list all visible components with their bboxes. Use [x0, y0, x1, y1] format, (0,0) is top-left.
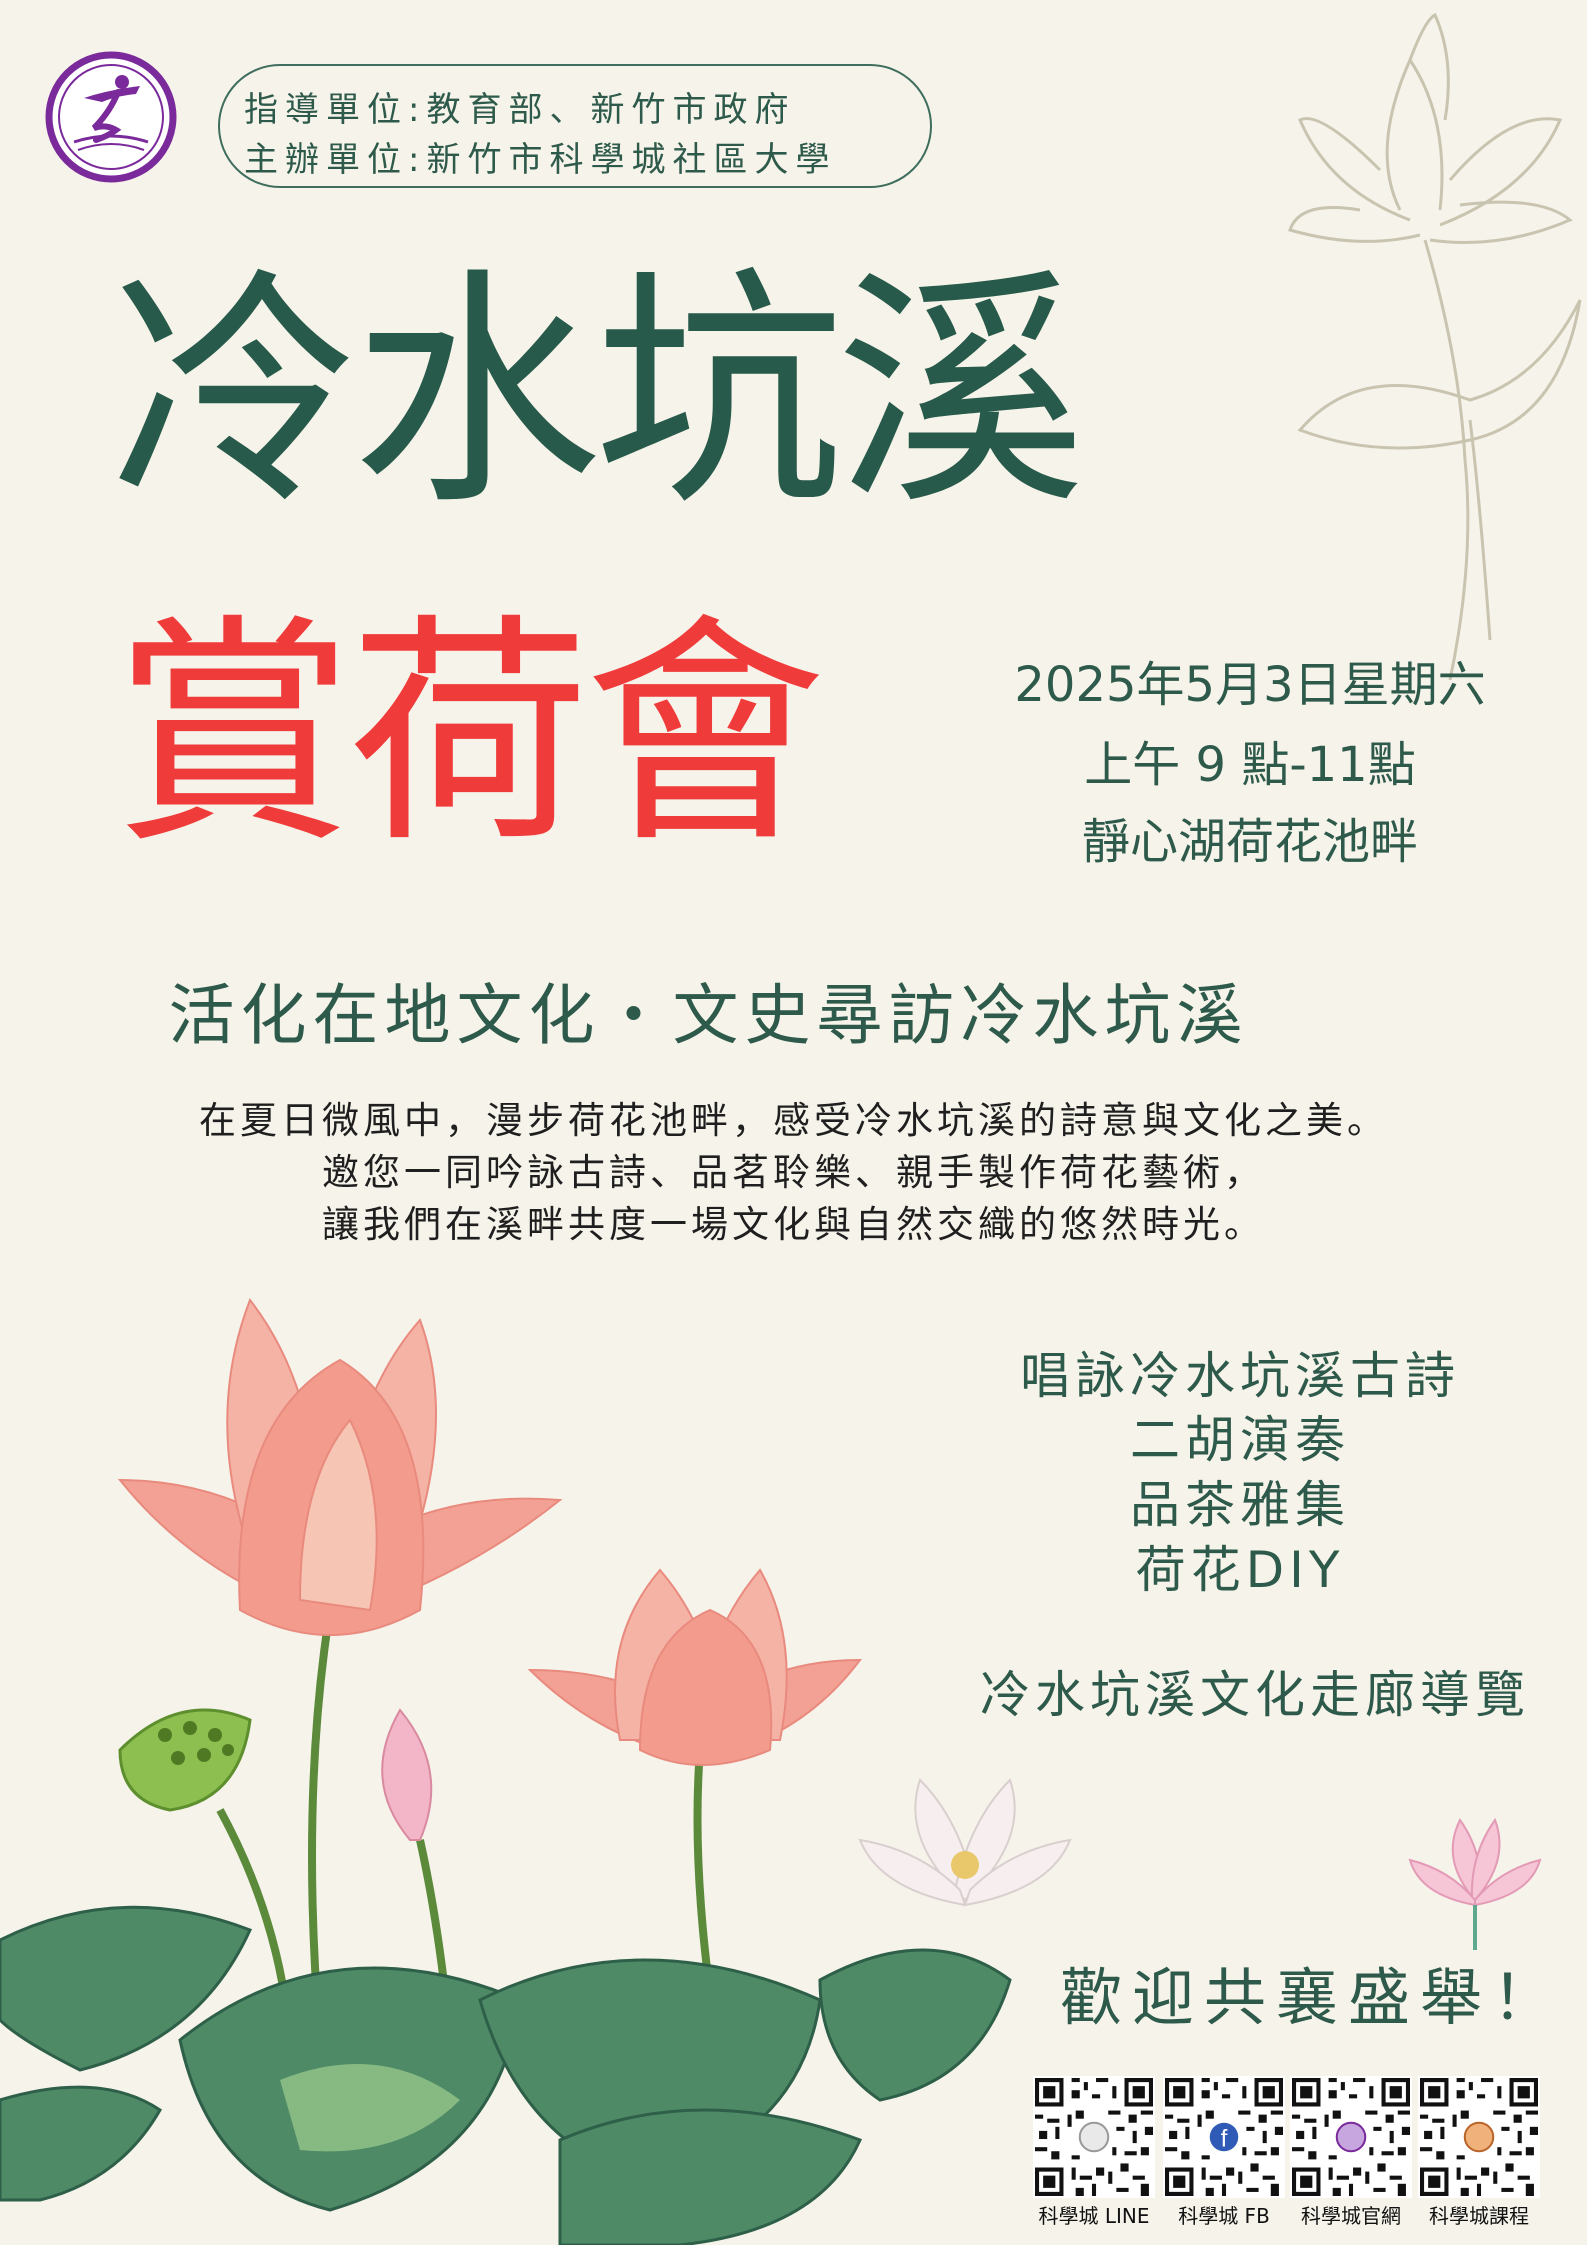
activity-item: 荷花DIY	[1135, 1541, 1345, 1599]
lotus-line-drawing	[1288, 12, 1582, 680]
event-time: 上午 9 點-11點	[1084, 737, 1416, 793]
organizer-box: 指導單位:教育部、新竹市政府 主辦單位:新竹市科學城社區大學	[218, 64, 932, 188]
qr-code-icon	[1033, 2076, 1155, 2198]
event-title: 賞荷會	[112, 594, 826, 876]
activity-item: 二胡演奏	[1130, 1411, 1350, 1469]
community-college-logo	[45, 51, 177, 183]
intro-line: 邀您一同吟詠古詩、品茗聆樂、親手製作荷花藝術，	[322, 1151, 1265, 1194]
small-lotus-icon	[1408, 1817, 1542, 1950]
qr-website[interactable]: 科學城官網	[1290, 2076, 1412, 2229]
qr-code-icon	[1290, 2076, 1412, 2198]
intro-line: 在夏日微風中，漫步荷花池畔，感受冷水坑溪的詩意與文化之美。	[199, 1099, 1388, 1142]
qr-line[interactable]: 科學城 LINE	[1033, 2076, 1155, 2229]
qr-label: 科學城 FB	[1178, 2204, 1270, 2228]
welcome-text: 歡迎共襄盛舉！	[1060, 1961, 1565, 2034]
activity-item: 品茶雅集	[1130, 1476, 1350, 1534]
qr-label: 科學城官網	[1301, 2204, 1401, 2228]
qr-facebook[interactable]: f 科學城 FB	[1163, 2076, 1285, 2229]
intro-line: 讓我們在溪畔共度一場文化與自然交織的悠然時光。	[322, 1203, 1265, 1246]
main-title: 冷水坑溪	[110, 247, 1086, 538]
activity-item: 唱詠冷水坑溪古詩	[1020, 1347, 1460, 1405]
qr-code-icon	[1418, 2076, 1540, 2198]
event-date: 2025年5月3日星期六	[1014, 657, 1486, 713]
svg-text:f: f	[1221, 2125, 1228, 2152]
subtitle: 活化在地文化・文史尋訪冷水坑溪	[168, 977, 1249, 1054]
qr-code-icon: f	[1163, 2076, 1285, 2198]
host-unit: 主辦單位:新竹市科學城社區大學	[244, 140, 837, 180]
guidance-unit: 指導單位:教育部、新竹市政府	[244, 90, 796, 130]
qr-course[interactable]: 科學城課程	[1418, 2076, 1540, 2229]
event-place: 靜心湖荷花池畔	[1081, 814, 1418, 870]
activity-item: 冷水坑溪文化走廊導覽	[980, 1666, 1530, 1724]
qr-label: 科學城課程	[1429, 2204, 1529, 2228]
qr-label: 科學城 LINE	[1038, 2204, 1150, 2228]
lotus-illustration	[0, 1297, 1072, 2245]
